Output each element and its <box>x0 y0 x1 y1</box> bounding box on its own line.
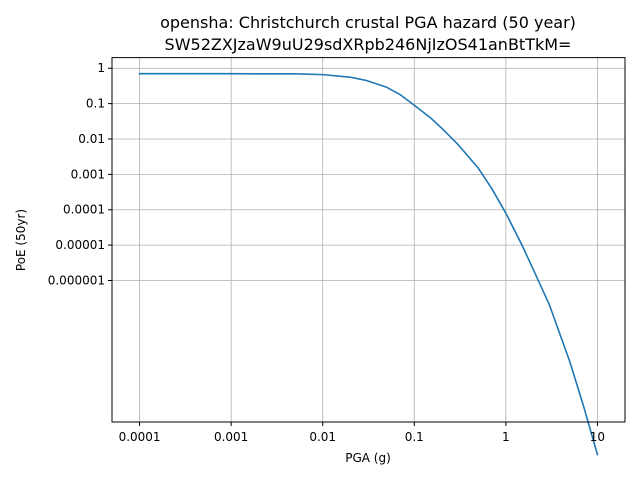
series-layer <box>138 72 599 456</box>
x-tick-label: 10 <box>590 430 605 444</box>
series-line <box>138 72 599 456</box>
y-axis-ticks: 1 0.1 0.01 0.001 0.0001 0.00001 0.000001 <box>48 61 112 287</box>
x-tick-label: 0.001 <box>214 430 248 444</box>
chart-subtitle: SW52ZXJzaW9uU29sdXRpb246NjIzOS41anBtTkM= <box>165 35 572 54</box>
y-tick-label: 0.01 <box>78 132 105 146</box>
chart-title: opensha: Christchurch crustal PGA hazard… <box>160 13 576 32</box>
x-axis-label: PGA (g) <box>345 451 391 465</box>
y-tick-label: 0.0001 <box>63 203 105 217</box>
plot-area-frame <box>111 57 626 423</box>
x-tick-label: 1 <box>502 430 510 444</box>
x-axis-ticks: 0.0001 0.001 0.01 0.1 1 10 <box>119 422 605 444</box>
grid <box>112 57 625 422</box>
y-tick-label: 0.1 <box>86 97 105 111</box>
x-tick-label: 0.01 <box>309 430 336 444</box>
y-tick-label: 1 <box>97 61 105 75</box>
y-axis-label: PoE (50yr) <box>14 209 28 271</box>
x-tick-label: 0.0001 <box>119 430 161 444</box>
y-tick-label: 0.00001 <box>55 238 105 252</box>
x-tick-label: 0.1 <box>405 430 424 444</box>
y-tick-label: 0.000001 <box>48 273 105 287</box>
y-tick-label: 0.001 <box>71 167 105 181</box>
